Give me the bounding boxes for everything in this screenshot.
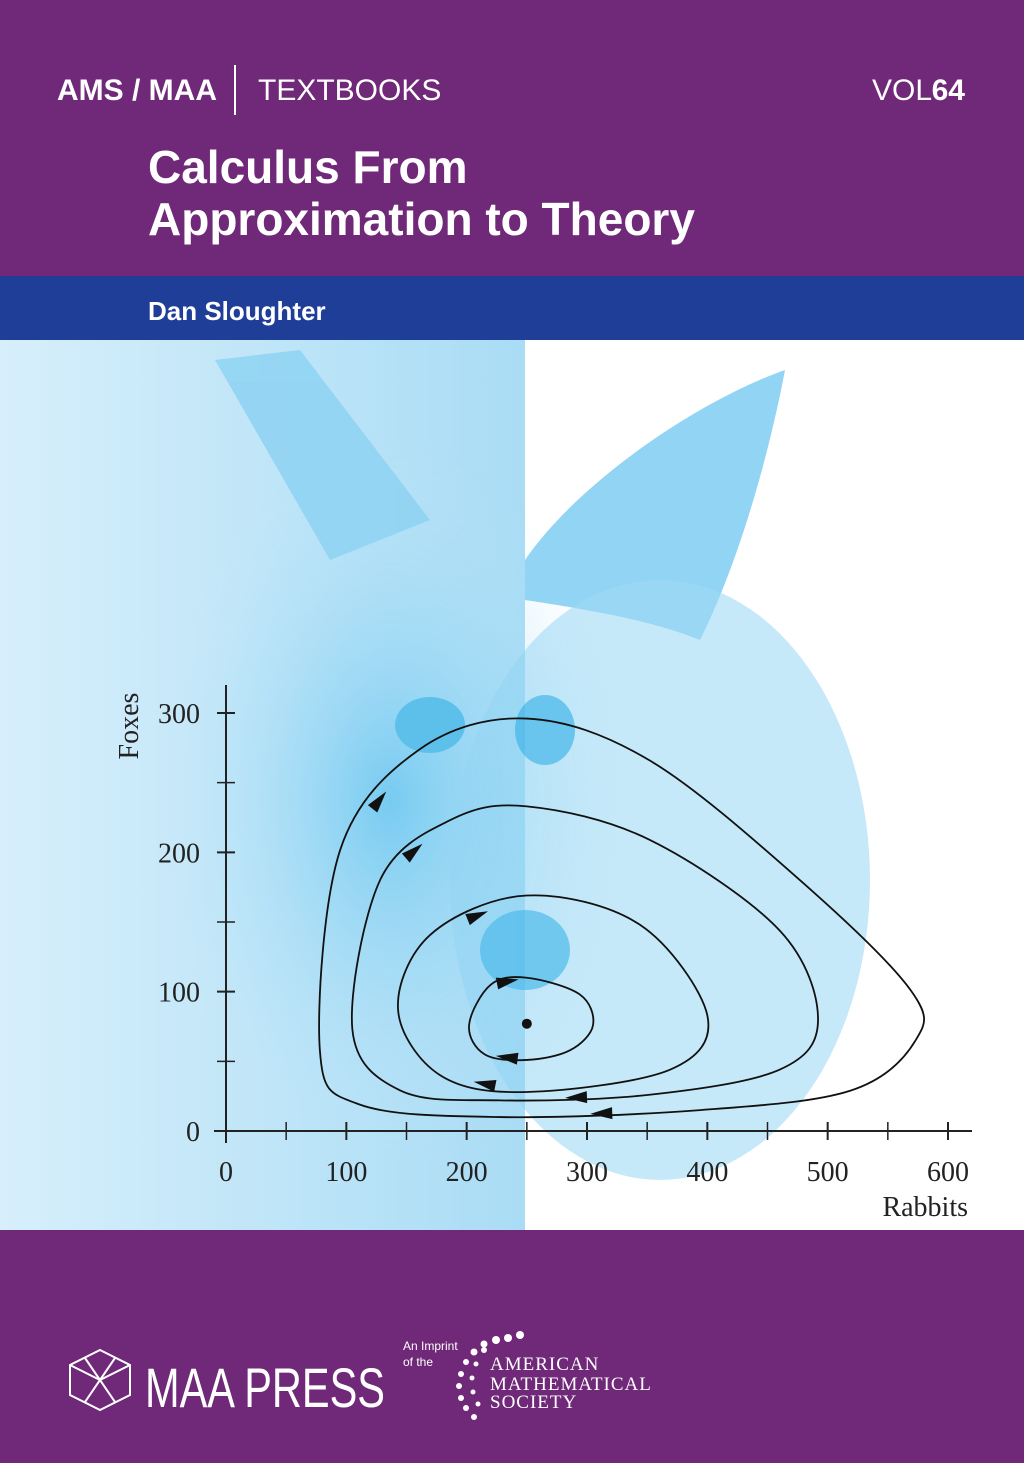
bottom-band (0, 1230, 1024, 1463)
imprint: An Imprint (403, 1339, 458, 1353)
author: Dan Sloughter (148, 296, 326, 326)
y-axis-label: Foxes (114, 693, 145, 760)
top-band (0, 0, 1024, 276)
y-tick-label: 200 (158, 838, 200, 869)
x-tick-label: 200 (446, 1157, 488, 1188)
x-tick-label: 300 (566, 1157, 608, 1188)
orbit (397, 894, 710, 1094)
y-tick-label: 100 (158, 978, 200, 1009)
society: AMERICAN (490, 1354, 599, 1375)
orbit-arrow (367, 791, 387, 813)
x-tick-label: 500 (807, 1157, 849, 1188)
society: MATHEMATICAL (490, 1374, 652, 1395)
x-tick-label: 100 (325, 1157, 367, 1188)
series-name: AMS / MAA (57, 74, 217, 107)
vol-label: VOL (872, 74, 932, 107)
maa-logo (69, 1348, 131, 1412)
x-tick-label: 0 (219, 1157, 233, 1188)
orbit-arrow (473, 1080, 497, 1092)
equilibrium-point (521, 1018, 532, 1029)
imprint: of the (403, 1355, 433, 1369)
orbit (318, 717, 925, 1119)
orbit-arrow (590, 1107, 613, 1120)
y-tick-label: 0 (186, 1117, 200, 1148)
author-band (0, 276, 1024, 340)
ams-dots (456, 1331, 524, 1420)
x-tick-label: 600 (927, 1157, 969, 1188)
collection: TEXTBOOKS (258, 74, 441, 107)
orbit-arrow (401, 843, 423, 863)
chart: 0 100 200 300 400 500 600 0 100 200 300 Rabbits Foxe… (114, 685, 972, 1223)
orbit-arrow (495, 1052, 519, 1065)
title-line: Approximation to Theory (148, 193, 695, 245)
title-line: Calculus From (148, 141, 468, 193)
x-axis-label: Rabbits (882, 1192, 968, 1223)
orbit (350, 804, 819, 1102)
society: SOCIETY (490, 1392, 577, 1413)
vol-number: 64 (932, 74, 966, 107)
orbit-arrow (465, 911, 488, 926)
orbit-arrow (564, 1091, 588, 1104)
x-tick-label: 400 (686, 1157, 728, 1188)
orbit-arrow (495, 977, 519, 990)
y-tick-label: 300 (158, 699, 200, 730)
publisher: MAA PRESS (145, 1356, 385, 1419)
